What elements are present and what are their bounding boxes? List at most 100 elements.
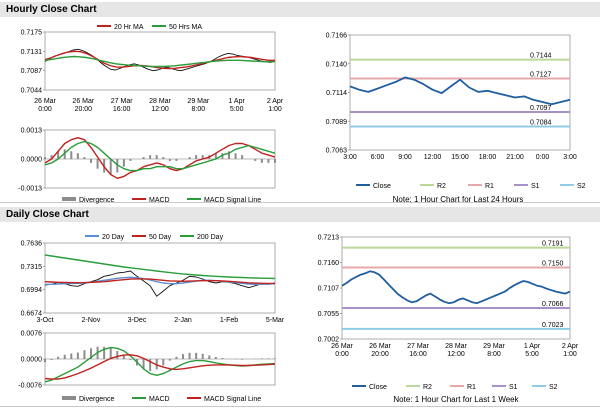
hourly-price-ytick: 0.7131 bbox=[21, 49, 43, 56]
daily-price-xtick: 2-Jan bbox=[174, 317, 192, 324]
last24-xtick: 3:00 bbox=[343, 154, 357, 161]
daily-price-ytick: 0.7315 bbox=[21, 264, 43, 271]
lastweek-level-label-r2: 0.7191 bbox=[542, 241, 564, 248]
hourly-price-xtick: 20:00 bbox=[75, 106, 93, 113]
hourly-price-xtick: 27 Mar bbox=[111, 98, 133, 105]
hourly-macd-ytick: 0.0013 bbox=[21, 128, 43, 135]
daily-legend-200day-label: 200 Day bbox=[197, 234, 224, 241]
lastweek-legend-s2-label: S2 bbox=[549, 384, 558, 391]
last24-legend-s2-label: S2 bbox=[577, 183, 586, 190]
hourly-price-xtick: 1 Apr bbox=[228, 98, 245, 105]
hourly-price-xtick: 5:00 bbox=[230, 106, 244, 113]
last24-ytick: 0.7140 bbox=[326, 61, 348, 68]
lastweek-xtick: 1 Apr bbox=[524, 343, 541, 350]
last24-legend-r2-label: R2 bbox=[437, 183, 446, 190]
lastweek-xtick: 1:00 bbox=[563, 351, 577, 358]
daily-50day-line bbox=[44, 278, 275, 285]
lastweek-xtick: 27 Mar bbox=[407, 343, 429, 350]
lastweek-xtick: 20:00 bbox=[371, 351, 389, 358]
lastweek-legend-close-label: Close bbox=[369, 384, 387, 391]
hourly-legend-macd-label: MACD bbox=[149, 197, 170, 204]
daily-section-title: Daily Close Chart bbox=[0, 207, 600, 222]
last24-legend-r1-label: R1 bbox=[485, 183, 494, 190]
daily-macd-ytick: 0.0076 bbox=[21, 331, 43, 338]
daily-macd-signal-line bbox=[44, 354, 276, 380]
lastweek-xtick: 16:00 bbox=[409, 351, 427, 358]
hourly-50hr-ma-line bbox=[44, 55, 275, 68]
last24-xtick: 6:00 bbox=[371, 154, 385, 161]
last24-ytick: 0.7114 bbox=[326, 90, 347, 97]
lastweek-ytick: 0.7160 bbox=[318, 260, 340, 267]
daily-macd-line bbox=[44, 346, 276, 383]
hourly-20hr-ma-line bbox=[44, 50, 275, 70]
lastweek-ytick: 0.7213 bbox=[318, 235, 340, 242]
daily-legend-divergence-label: Divergence bbox=[79, 396, 115, 403]
lastweek-legend-r1-label: R1 bbox=[467, 384, 476, 391]
daily-price-xtick: 3-Dec bbox=[128, 317, 147, 324]
lastweek-level-label-r1: 0.7150 bbox=[542, 260, 564, 267]
last24-xtick: 3:00 bbox=[563, 154, 577, 161]
lastweek-ytick: 0.7002 bbox=[318, 337, 340, 344]
hourly-price-xtick: 12:00 bbox=[151, 106, 169, 113]
last24-xtick: 18:00 bbox=[479, 154, 497, 161]
hourly-section-title: Hourly Close Chart bbox=[0, 2, 600, 17]
daily-macd-ytick: 0.0000 bbox=[21, 357, 43, 364]
hourly-legend-divergence-label: Divergence bbox=[79, 197, 115, 204]
lastweek-xtick: 26 Mar bbox=[369, 343, 391, 350]
daily-legend-50day-label: 50 Day bbox=[149, 234, 172, 241]
hourly-legend-20hr-label: 20 Hr MA bbox=[114, 24, 144, 31]
daily-legend-divergence-swatch bbox=[62, 396, 76, 400]
hourly-price-xtick: 1:00 bbox=[268, 106, 282, 113]
hourly-legend-divergence-swatch bbox=[62, 197, 76, 201]
lastweek-xtick: 8:00 bbox=[487, 351, 501, 358]
daily-legend-macd-label: MACD bbox=[149, 396, 170, 403]
lastweek-legend-r2-label: R2 bbox=[423, 384, 432, 391]
daily-200day-line bbox=[44, 254, 276, 280]
last24-legend-close-label: Close bbox=[373, 183, 391, 190]
daily-macd-ytick: -0.0076 bbox=[18, 383, 42, 390]
hourly-price-xtick: 0:00 bbox=[38, 106, 52, 113]
hourly-price-xtick: 16:00 bbox=[113, 106, 131, 113]
hourly-macd-signal-line bbox=[44, 140, 276, 172]
daily-legend-20day-label: 20 Day bbox=[102, 234, 125, 241]
daily-price-xtick: 1-Feb bbox=[220, 317, 238, 324]
lastweek-note: Note: 1 Hour Chart for Last 1 Week bbox=[393, 395, 519, 404]
hourly-price-ytick: 0.7087 bbox=[21, 68, 43, 75]
last24-ytick: 0.7166 bbox=[326, 33, 348, 40]
lastweek-xtick: 5:00 bbox=[525, 351, 539, 358]
hourly-price-ytick: 0.7175 bbox=[21, 30, 43, 37]
hourly-macd-line bbox=[44, 136, 276, 180]
hourly-price-ytick: 0.7044 bbox=[21, 88, 43, 95]
last24-xtick: 9:00 bbox=[398, 154, 412, 161]
lastweek-xtick: 29 Mar bbox=[483, 343, 505, 350]
last24-xtick: 0:00 bbox=[536, 154, 550, 161]
last24-xtick: 12:00 bbox=[424, 154, 442, 161]
daily-legend-signal-label: MACD Signal Line bbox=[204, 396, 261, 403]
lastweek-xtick: 2 Apr bbox=[562, 343, 579, 350]
lastweek-level-label-s2: 0.7023 bbox=[542, 322, 564, 329]
last24-level-label-r1: 0.7127 bbox=[530, 72, 552, 79]
daily-price-ytick: 0.7636 bbox=[21, 241, 43, 248]
hourly-legend-50hr-label: 50 Hrs MA bbox=[169, 24, 202, 31]
last24-level-label-s1: 0.7097 bbox=[530, 105, 552, 112]
last24-level-label-r2: 0.7144 bbox=[530, 53, 552, 60]
last24-note: Note: 1 Hour Chart for Last 24 Hours bbox=[393, 195, 524, 204]
hourly-close-line bbox=[44, 48, 276, 72]
hourly-price-xtick: 29 Mar bbox=[187, 98, 209, 105]
lastweek-ytick: 0.7055 bbox=[318, 311, 340, 318]
hourly-price-xtick: 26 Mar bbox=[72, 98, 94, 105]
bottom-divider bbox=[0, 406, 600, 407]
hourly-price-xtick: 8:00 bbox=[192, 106, 206, 113]
daily-price-ytick: 0.6994 bbox=[21, 287, 43, 294]
last24-xtick: 21:00 bbox=[506, 154, 524, 161]
daily-close-line bbox=[44, 270, 276, 297]
daily-price-ytick: 0.6674 bbox=[21, 311, 43, 318]
lastweek-ytick: 0.7107 bbox=[318, 286, 340, 293]
hourly-price-xtick: 28 Mar bbox=[149, 98, 171, 105]
lastweek-frame bbox=[341, 236, 571, 340]
section-divider bbox=[0, 202, 600, 203]
hourly-legend-signal-label: MACD Signal Line bbox=[204, 197, 261, 204]
last24-close-line bbox=[349, 76, 571, 106]
last24-legend-s1-label: S1 bbox=[531, 183, 540, 190]
lastweek-legend-s1-label: S1 bbox=[509, 384, 518, 391]
